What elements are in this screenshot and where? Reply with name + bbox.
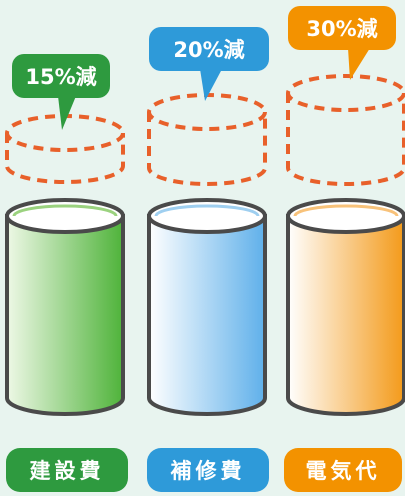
reduction-text-electricity: 30%減 bbox=[306, 17, 378, 41]
reduced-outline-construction bbox=[5, 114, 125, 184]
reduction-text-repair: 20%減 bbox=[173, 38, 245, 62]
cylinder-construction bbox=[5, 198, 125, 416]
reduced-outline-repair bbox=[147, 93, 267, 186]
bubble-electricity bbox=[288, 6, 396, 80]
category-label-repair: 補修費 bbox=[147, 448, 269, 492]
cylinder-electricity bbox=[286, 198, 405, 416]
category-label-electricity: 電気代 bbox=[284, 448, 402, 492]
reduction-text-construction: 15%減 bbox=[25, 65, 97, 89]
bubble-construction bbox=[12, 54, 110, 130]
category-label-construction: 建設費 bbox=[6, 448, 128, 492]
cylinder-repair bbox=[147, 198, 267, 416]
bubble-repair bbox=[149, 27, 269, 101]
reduced-outline-electricity bbox=[286, 74, 405, 186]
